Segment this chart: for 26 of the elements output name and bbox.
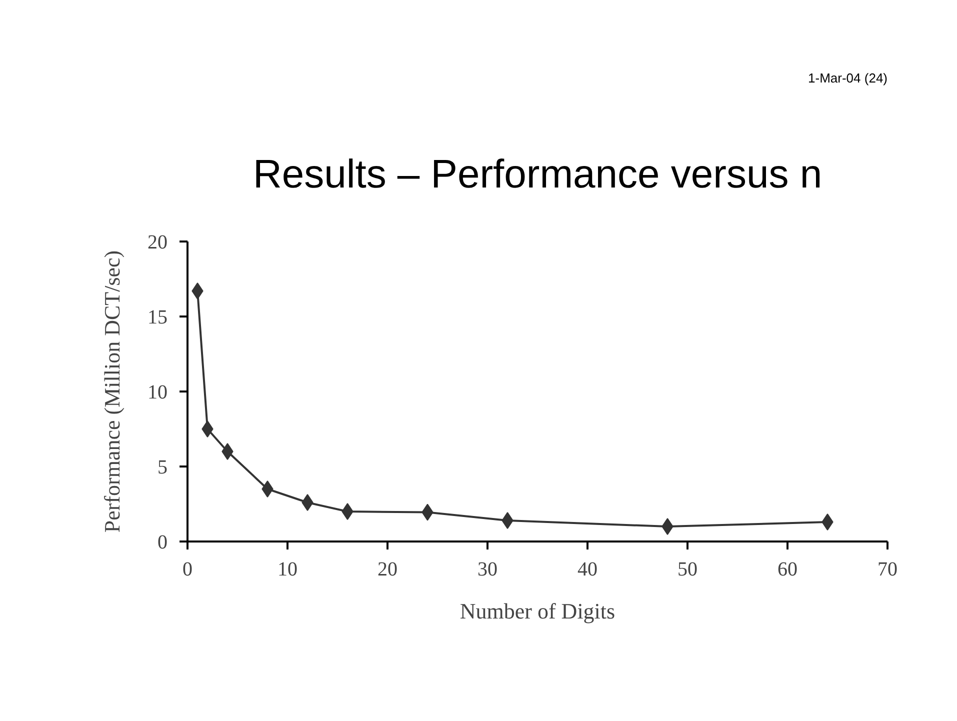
x-tick-label: 0	[182, 558, 192, 580]
x-tick-label: 70	[878, 558, 898, 580]
point	[502, 512, 514, 529]
x-tick-label: 50	[678, 558, 698, 580]
point	[662, 518, 674, 535]
point	[262, 480, 274, 498]
y-tick-label: 15	[148, 306, 168, 328]
point	[302, 494, 314, 511]
point	[822, 514, 834, 530]
x-tick-label: 40	[578, 558, 598, 580]
y-axis-title: Performance (Million DCT/sec)	[100, 250, 124, 533]
point	[202, 420, 214, 438]
text: 1-Mar-04 (24)	[808, 70, 888, 86]
y-tick-label: 5	[158, 456, 168, 478]
x-tick-label: 60	[778, 558, 798, 580]
point	[192, 282, 204, 300]
x-tick-label: 20	[378, 558, 398, 580]
point	[342, 503, 354, 520]
point	[222, 443, 234, 460]
x-axis-title: Number of Digits	[460, 598, 616, 624]
y-tick-label: 0	[158, 532, 168, 554]
x-tick-label: 10	[278, 558, 298, 580]
y-tick-label: 10	[148, 382, 168, 404]
y-tick-label: 20	[148, 232, 168, 254]
x-tick-label: 30	[478, 558, 498, 580]
chart-title: Results – Performance versus n	[252, 152, 822, 196]
